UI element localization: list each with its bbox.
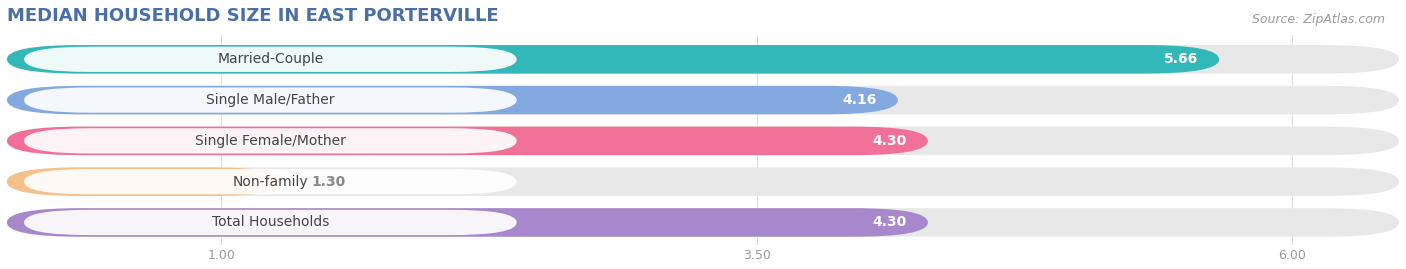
Text: 1.30: 1.30 [311, 175, 346, 189]
FancyBboxPatch shape [24, 47, 516, 72]
FancyBboxPatch shape [24, 87, 516, 113]
FancyBboxPatch shape [7, 127, 928, 155]
Text: 4.16: 4.16 [842, 93, 876, 107]
Text: 4.30: 4.30 [872, 134, 907, 148]
Text: 5.66: 5.66 [1164, 52, 1198, 66]
Text: Non-family: Non-family [232, 175, 308, 189]
FancyBboxPatch shape [24, 169, 516, 194]
FancyBboxPatch shape [24, 128, 516, 154]
Text: Married-Couple: Married-Couple [218, 52, 323, 66]
FancyBboxPatch shape [7, 208, 928, 237]
Text: Total Households: Total Households [212, 215, 329, 229]
Text: Single Female/Mother: Single Female/Mother [195, 134, 346, 148]
FancyBboxPatch shape [7, 45, 1219, 74]
FancyBboxPatch shape [7, 86, 898, 114]
Text: MEDIAN HOUSEHOLD SIZE IN EAST PORTERVILLE: MEDIAN HOUSEHOLD SIZE IN EAST PORTERVILL… [7, 7, 499, 25]
Text: 4.30: 4.30 [872, 215, 907, 229]
FancyBboxPatch shape [7, 208, 1399, 237]
FancyBboxPatch shape [7, 167, 285, 196]
FancyBboxPatch shape [7, 45, 1399, 74]
FancyBboxPatch shape [7, 86, 1399, 114]
FancyBboxPatch shape [7, 127, 1399, 155]
Text: Source: ZipAtlas.com: Source: ZipAtlas.com [1251, 13, 1385, 26]
FancyBboxPatch shape [7, 167, 1399, 196]
FancyBboxPatch shape [24, 210, 516, 235]
Text: Single Male/Father: Single Male/Father [207, 93, 335, 107]
